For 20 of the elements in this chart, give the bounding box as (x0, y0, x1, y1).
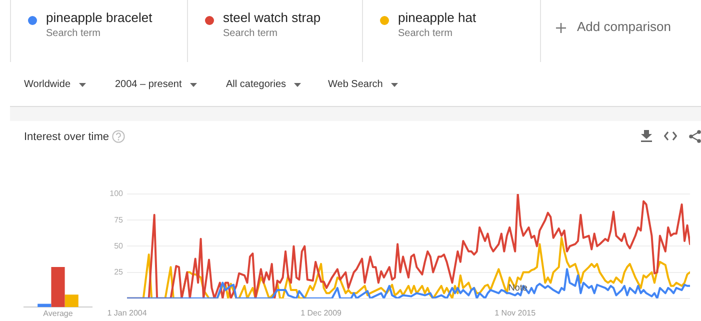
text: Search term (46, 28, 100, 39)
x-tick-label: Average (43, 309, 74, 318)
text: Add comparison (577, 19, 671, 34)
text: Web Search (328, 79, 383, 90)
legend-label: pineapple bracelet (46, 10, 152, 25)
x-tick-label: 1 Nov 2015 (494, 308, 536, 318)
text: Search term (223, 28, 278, 39)
x-tick-label: 1 Jan 2004 (107, 308, 148, 318)
legend-label: steel watch strap (223, 10, 321, 25)
y-tick-label: 50 (114, 241, 124, 250)
text: Worldwide (24, 79, 70, 90)
text: Search term (398, 28, 452, 39)
text: All categories (226, 79, 286, 90)
y-tick-label: 75 (114, 215, 124, 224)
legend-label: pineapple hat (398, 10, 476, 25)
y-tick-label: 25 (114, 268, 124, 277)
text: 2004 – present (115, 79, 182, 90)
x-tick-label: 1 Dec 2009 (300, 308, 342, 318)
chart-title: Interest over time (24, 131, 109, 143)
y-tick-label: 100 (110, 189, 124, 198)
